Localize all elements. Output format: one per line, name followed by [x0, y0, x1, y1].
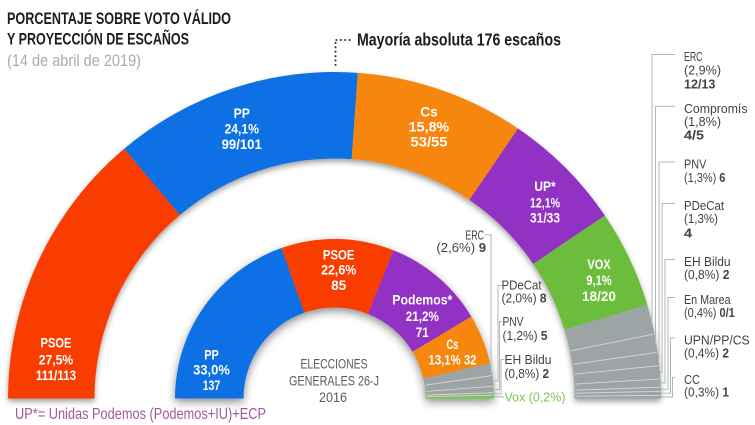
svg-text:PSOE: PSOE	[41, 335, 72, 351]
svg-text:13,1% 32: 13,1% 32	[429, 352, 477, 368]
svg-text:(2,9%): (2,9%)	[684, 63, 721, 78]
svg-text:137: 137	[203, 377, 221, 393]
svg-text:EH Bildu: EH Bildu	[505, 352, 552, 367]
svg-text:UP*: UP*	[534, 178, 556, 194]
svg-text:PNV: PNV	[503, 314, 524, 329]
svg-text:12,1%: 12,1%	[530, 195, 560, 211]
svg-text:(0,4%) 2: (0,4%) 2	[684, 346, 729, 361]
svg-text:Compromís: Compromís	[684, 101, 748, 116]
svg-text:71: 71	[416, 324, 429, 340]
svg-text:(1,3%) 6: (1,3%) 6	[684, 170, 725, 185]
svg-text:Cs: Cs	[420, 104, 438, 120]
svg-text:GENERALES 26-J: GENERALES 26-J	[289, 374, 379, 389]
svg-text:Vox (0,2%): Vox (0,2%)	[505, 390, 566, 405]
svg-text:33,0%: 33,0%	[193, 362, 230, 378]
svg-text:CC: CC	[684, 372, 700, 387]
svg-text:111/113: 111/113	[36, 367, 76, 383]
svg-text:(0,8%) 2: (0,8%) 2	[684, 267, 729, 282]
svg-text:4/5: 4/5	[684, 128, 704, 143]
svg-text:53/55: 53/55	[411, 134, 448, 150]
svg-text:4: 4	[684, 226, 693, 241]
svg-text:Y PROYECCIÓN DE ESCAÑOS: Y PROYECCIÓN DE ESCAÑOS	[7, 29, 189, 49]
svg-text:Podemos*: Podemos*	[392, 292, 452, 308]
svg-text:(1,3%): (1,3%)	[684, 211, 718, 226]
svg-text:VOX: VOX	[587, 256, 611, 272]
svg-text:9,1%: 9,1%	[586, 272, 612, 288]
svg-text:ERC: ERC	[684, 49, 703, 64]
svg-text:PDeCat: PDeCat	[502, 278, 542, 293]
svg-text:(2,6%) 9: (2,6%) 9	[436, 240, 486, 255]
svg-text:EH Bildu: EH Bildu	[684, 254, 731, 269]
svg-text:99/101: 99/101	[222, 136, 262, 152]
svg-text:(14 de abril de 2019): (14 de abril de 2019)	[7, 51, 141, 70]
svg-text:ERC: ERC	[465, 228, 484, 243]
svg-text:24,1%: 24,1%	[224, 121, 259, 137]
svg-text:PSOE: PSOE	[323, 247, 355, 263]
svg-text:PP: PP	[234, 105, 250, 121]
svg-text:PP: PP	[204, 347, 219, 363]
svg-text:ELECCIONES: ELECCIONES	[301, 357, 368, 372]
svg-text:27,5%: 27,5%	[39, 352, 74, 368]
svg-text:21,2%: 21,2%	[406, 308, 439, 324]
svg-text:UPN/PP/CS: UPN/PP/CS	[684, 333, 750, 348]
svg-text:2016: 2016	[319, 390, 347, 405]
svg-text:15,8%: 15,8%	[409, 119, 450, 135]
svg-text:18/20: 18/20	[582, 288, 616, 304]
svg-text:UP*= Unidas Podemos (Podemos+I: UP*= Unidas Podemos (Podemos+IU)+ECP	[15, 406, 266, 423]
svg-text:85: 85	[331, 277, 346, 293]
svg-text:Cs: Cs	[447, 336, 459, 352]
svg-text:(0,3%) 1: (0,3%) 1	[684, 385, 729, 400]
svg-text:PDeCat: PDeCat	[684, 198, 724, 213]
svg-text:PORCENTAJE SOBRE VOTO VÁLIDO: PORCENTAJE SOBRE VOTO VÁLIDO	[7, 9, 231, 28]
svg-text:(1,8%): (1,8%)	[684, 114, 721, 129]
svg-text:12/13: 12/13	[684, 77, 715, 92]
svg-text:(0,4%) 0/1: (0,4%) 0/1	[684, 305, 735, 320]
svg-text:22,6%: 22,6%	[321, 262, 357, 278]
svg-text:En Marea: En Marea	[684, 292, 731, 307]
svg-text:(1,2%) 5: (1,2%) 5	[503, 328, 548, 343]
svg-text:(0,8%) 2: (0,8%) 2	[505, 366, 550, 381]
svg-text:31/33: 31/33	[530, 210, 560, 226]
svg-text:(2,0%) 8: (2,0%) 8	[502, 291, 547, 306]
svg-text:PNV: PNV	[684, 157, 707, 172]
svg-text:Mayoría absoluta 176 escaños: Mayoría absoluta 176 escaños	[357, 30, 561, 50]
